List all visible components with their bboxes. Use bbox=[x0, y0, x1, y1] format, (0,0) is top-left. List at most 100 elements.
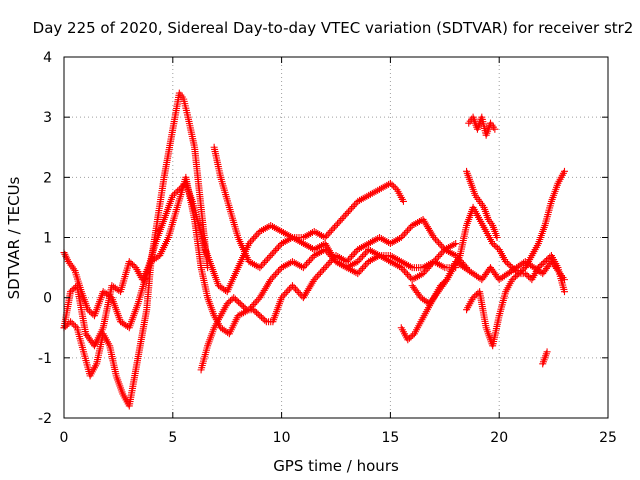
interpolated-point bbox=[292, 285, 300, 293]
interpolated-point bbox=[320, 265, 328, 273]
interpolated-point bbox=[539, 259, 547, 267]
interpolated-point bbox=[518, 267, 526, 275]
data-point bbox=[541, 258, 549, 266]
interpolated-point bbox=[555, 268, 563, 276]
interpolated-point bbox=[250, 234, 258, 242]
interpolated-point bbox=[409, 331, 417, 339]
y-tick-label: 0 bbox=[43, 291, 52, 307]
interpolated-point bbox=[355, 268, 363, 276]
x-tick-label: 20 bbox=[490, 430, 508, 446]
interpolated-point bbox=[274, 243, 282, 251]
interpolated-point bbox=[391, 184, 399, 192]
y-tick-label: -1 bbox=[38, 351, 52, 367]
interpolated-point bbox=[436, 240, 444, 248]
interpolated-point bbox=[251, 233, 259, 241]
x-axis-label: GPS time / hours bbox=[273, 457, 399, 475]
interpolated-point bbox=[130, 262, 138, 270]
interpolated-point bbox=[427, 261, 435, 269]
interpolated-point bbox=[327, 227, 335, 235]
interpolated-point bbox=[340, 213, 348, 221]
data-point bbox=[267, 252, 275, 260]
interpolated-point bbox=[324, 230, 332, 238]
x-tick-label: 5 bbox=[168, 430, 177, 446]
interpolated-point bbox=[71, 322, 79, 330]
data-point bbox=[560, 276, 568, 284]
interpolated-point bbox=[405, 225, 413, 233]
y-tick-labels: -2 -1 0 1 2 3 4 bbox=[38, 50, 52, 427]
series-satellite-track-H bbox=[408, 258, 568, 308]
interpolated-point bbox=[86, 307, 94, 315]
interpolated-point bbox=[70, 321, 78, 329]
interpolated-point bbox=[543, 256, 551, 264]
interpolated-point bbox=[388, 181, 396, 189]
interpolated-point bbox=[472, 291, 480, 299]
interpolated-point bbox=[279, 292, 287, 300]
interpolated-point bbox=[271, 270, 279, 278]
interpolated-point bbox=[351, 201, 359, 209]
interpolated-point bbox=[348, 252, 356, 260]
interpolated-point bbox=[507, 262, 515, 270]
interpolated-point bbox=[323, 262, 331, 270]
interpolated-point bbox=[259, 315, 267, 323]
interpolated-point bbox=[348, 204, 356, 212]
interpolated-point bbox=[403, 270, 411, 278]
interpolated-point bbox=[438, 249, 446, 257]
interpolated-point bbox=[400, 230, 408, 238]
data-point bbox=[299, 264, 307, 272]
x-tick-label: 0 bbox=[60, 430, 69, 446]
interpolated-point bbox=[422, 266, 430, 274]
interpolated-point bbox=[254, 295, 262, 303]
y-axis-label: SDTVAR / TECUs bbox=[5, 176, 23, 299]
interpolated-point bbox=[358, 252, 366, 260]
interpolated-point bbox=[235, 298, 243, 306]
data-point bbox=[521, 270, 529, 278]
x-tick-label: 15 bbox=[381, 430, 399, 446]
interpolated-point bbox=[268, 250, 276, 258]
data-point bbox=[399, 197, 407, 205]
interpolated-point bbox=[238, 301, 246, 309]
interpolated-point bbox=[335, 218, 343, 226]
data-point bbox=[491, 125, 499, 133]
interpolated-point bbox=[416, 292, 424, 300]
interpolated-point bbox=[435, 239, 443, 247]
interpolated-point bbox=[358, 264, 366, 272]
interpolated-point bbox=[351, 249, 359, 257]
data-point bbox=[267, 276, 275, 284]
interpolated-point bbox=[407, 333, 415, 341]
series-satellite-track-G bbox=[463, 252, 568, 350]
interpolated-point bbox=[436, 251, 444, 259]
interpolated-point bbox=[324, 260, 332, 268]
interpolated-point bbox=[231, 295, 239, 303]
y-tick-label: -2 bbox=[38, 411, 52, 427]
data-point bbox=[321, 234, 329, 241]
interpolated-point bbox=[326, 228, 334, 236]
interpolated-point bbox=[68, 319, 76, 327]
data-point bbox=[493, 234, 501, 241]
interpolated-point bbox=[538, 261, 546, 269]
series-satellite-track-B bbox=[60, 179, 407, 332]
interpolated-point bbox=[281, 290, 289, 298]
x-tick-label: 10 bbox=[273, 430, 291, 446]
interpolated-point bbox=[248, 302, 256, 310]
interpolated-point bbox=[425, 263, 433, 271]
interpolated-point bbox=[329, 225, 337, 233]
interpolated-point bbox=[424, 264, 432, 272]
interpolated-point bbox=[253, 231, 261, 239]
interpolated-point bbox=[313, 272, 321, 280]
interpolated-point bbox=[510, 274, 518, 282]
interpolated-point bbox=[247, 238, 255, 246]
y-tick-label: 1 bbox=[43, 231, 52, 247]
data-point bbox=[386, 179, 394, 187]
data-point bbox=[249, 306, 257, 314]
interpolated-point bbox=[262, 257, 270, 265]
interpolated-point bbox=[494, 244, 502, 252]
interpolated-point bbox=[438, 242, 446, 250]
data-point bbox=[343, 258, 351, 266]
series-satellite-track-C bbox=[60, 173, 460, 350]
interpolated-point bbox=[536, 262, 544, 270]
data-point bbox=[169, 191, 177, 199]
data-points bbox=[60, 89, 568, 410]
interpolated-point bbox=[301, 262, 309, 270]
y-tick-label: 3 bbox=[43, 110, 52, 126]
interpolated-point bbox=[170, 190, 178, 198]
